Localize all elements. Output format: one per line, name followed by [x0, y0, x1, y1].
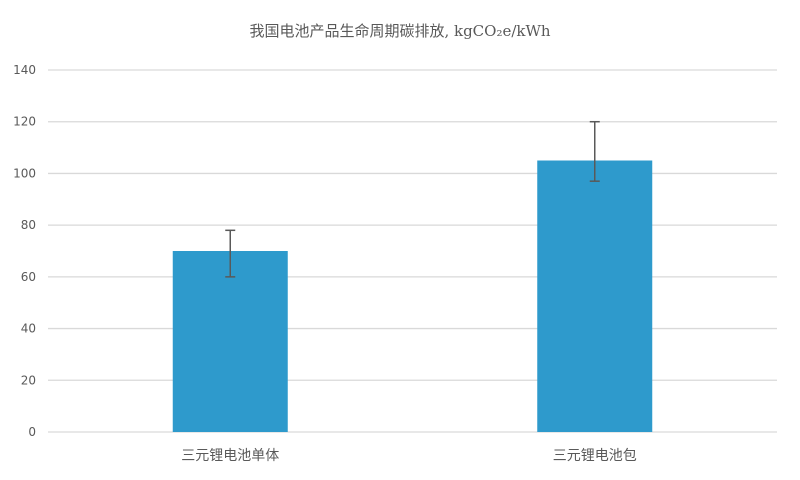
y-tick-label: 60: [21, 270, 36, 284]
y-tick-label: 20: [21, 373, 36, 387]
y-tick-label: 120: [13, 115, 36, 129]
y-tick-label: 140: [13, 63, 36, 77]
y-tick-label: 0: [28, 425, 36, 439]
bar: [172, 251, 288, 432]
chart-title: 我国电池产品生命周期碳排放, kgCO₂e/kWh: [249, 22, 551, 40]
y-tick-label: 80: [21, 218, 36, 232]
y-tick-label: 100: [13, 166, 36, 180]
bar: [537, 160, 653, 432]
y-tick-label: 40: [21, 322, 36, 336]
x-tick-label: 三元锂电池包: [553, 448, 637, 464]
x-tick-label: 三元锂电池单体: [181, 448, 279, 464]
